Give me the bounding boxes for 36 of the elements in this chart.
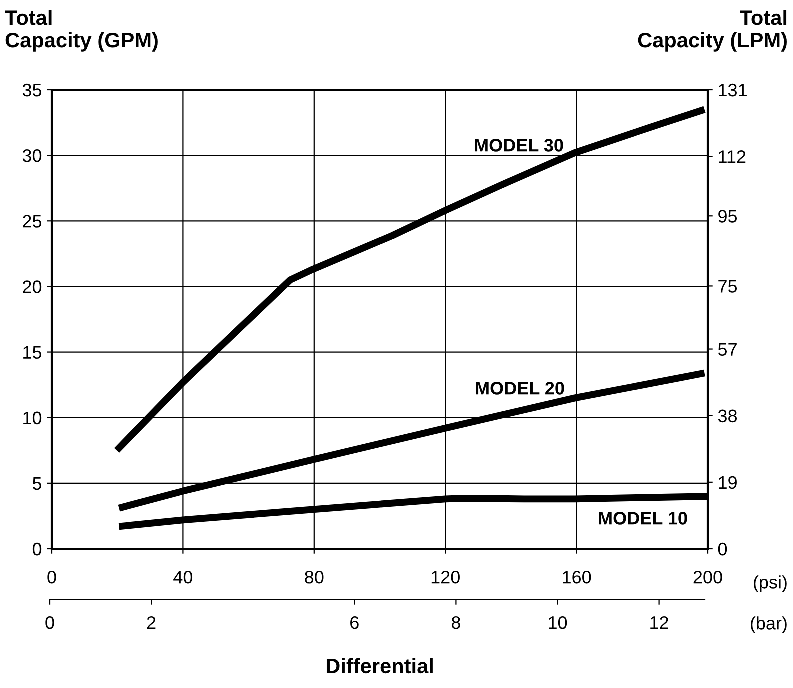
x-tick-label: 0 (48, 571, 56, 584)
annotation: MODEL 30 (475, 139, 564, 152)
x-axis-title: Differential (326, 658, 433, 674)
y-tick-label: 30 (22, 150, 42, 162)
x-tick-label: 40 (174, 571, 193, 584)
y-tick-label: 15 (24, 346, 42, 360)
y-tick-label: 5 (32, 478, 42, 490)
x2-tick-label: 6 (350, 616, 359, 630)
annotation: MODEL 20 (476, 382, 564, 395)
y2-tick-label: 95 (718, 210, 738, 223)
x2-tick-label: 12 (650, 616, 668, 630)
y2-tick-label: 75 (718, 280, 738, 293)
y-axis-title: Total Capacity (GPM) (5, 10, 158, 52)
annotation: MODEL 10 (599, 512, 688, 525)
y-tick-label: 25 (23, 215, 42, 228)
y2-tick-label: 131 (719, 84, 747, 97)
x-tick-label: 200 (694, 571, 722, 584)
y2-tick-label: 19 (719, 476, 737, 490)
y-tick-label: 10 (24, 412, 42, 425)
x-tick-label: 160 (563, 571, 592, 584)
text: (psi) (754, 576, 787, 592)
x2-axis-title: (bar) (751, 616, 787, 634)
y2-tick-label: 38 (718, 410, 738, 423)
y2-tick-label: 57 (718, 343, 737, 356)
y2-tick-label: 0 (718, 542, 728, 556)
y-tick-label: 0 (32, 542, 42, 556)
y-tick-label: 35 (22, 84, 42, 97)
x2-tick-label: 0 (46, 616, 54, 630)
x2-tick-label: 8 (452, 616, 460, 630)
y2-tick-label: 112 (719, 150, 746, 164)
y2-axis-title: Total Capacity (LPM) (638, 10, 787, 52)
y-tick-label: 20 (23, 280, 42, 294)
x-tick-label: 120 (432, 571, 460, 584)
x2-tick-label: 2 (147, 616, 156, 630)
x2-tick-label: 10 (549, 616, 568, 630)
x-tick-label: 80 (305, 571, 324, 584)
